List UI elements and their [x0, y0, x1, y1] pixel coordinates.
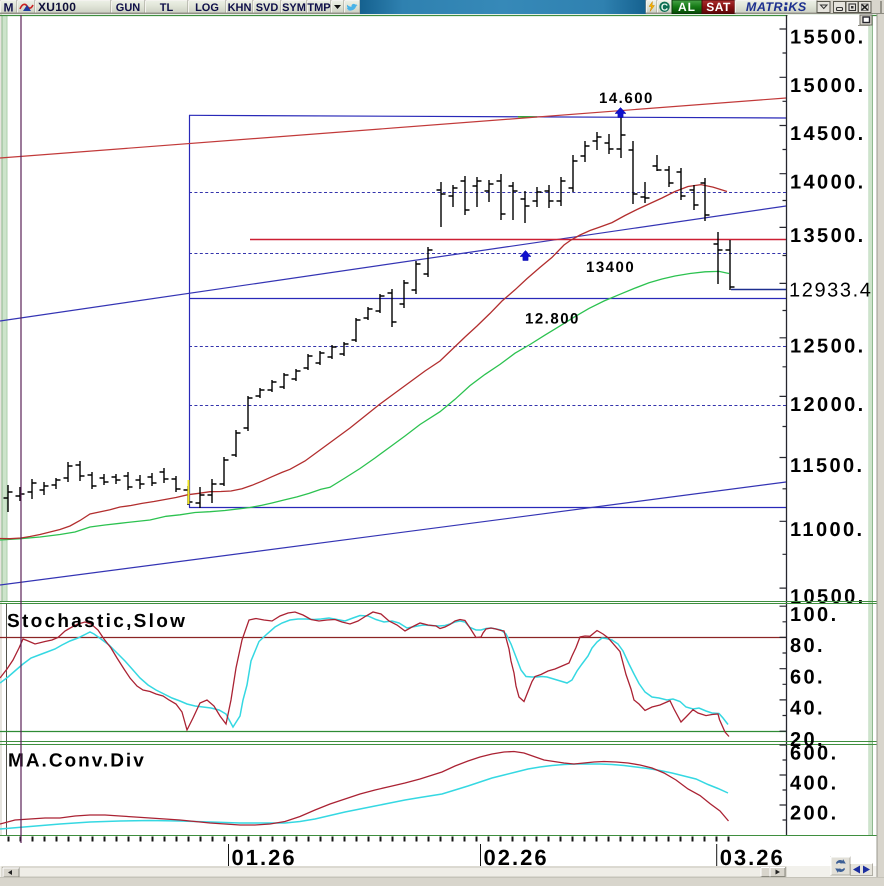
svg-text:KHN: KHN: [228, 2, 252, 14]
svg-text:KS: KS: [788, 0, 807, 14]
svg-text:600.: 600.: [790, 743, 839, 765]
svg-text:14000.: 14000.: [790, 171, 866, 193]
svg-text:11500.: 11500.: [790, 455, 864, 477]
svg-text:SYM: SYM: [282, 2, 306, 14]
svg-text:LOG: LOG: [195, 2, 219, 14]
svg-text:AL: AL: [678, 0, 696, 14]
svg-text:01.26: 01.26: [232, 845, 297, 870]
svg-text:20.: 20.: [790, 729, 825, 751]
svg-text:400.: 400.: [790, 773, 839, 795]
svg-text:02.26: 02.26: [484, 845, 549, 870]
svg-text:15000.: 15000.: [790, 75, 866, 97]
svg-text:10500.: 10500.: [790, 586, 866, 608]
svg-text:14500.: 14500.: [790, 123, 866, 145]
svg-text:GUN: GUN: [116, 2, 141, 14]
svg-text:M: M: [4, 1, 14, 15]
svg-text:C: C: [661, 3, 668, 14]
svg-text:40.: 40.: [790, 698, 825, 720]
svg-text:12000.: 12000.: [790, 394, 866, 416]
svg-text:Stochastic,Slow: Stochastic,Slow: [7, 611, 187, 632]
svg-text:13400: 13400: [586, 259, 635, 276]
svg-text:12933.4: 12933.4: [789, 280, 873, 302]
svg-text:12500.: 12500.: [790, 336, 866, 358]
svg-text:TL: TL: [160, 2, 174, 14]
svg-text:14.600: 14.600: [599, 90, 654, 107]
svg-text:60.: 60.: [790, 666, 825, 688]
svg-text:MATR: MATR: [746, 0, 783, 14]
svg-text:12.800: 12.800: [525, 311, 580, 328]
svg-text:MA.Conv.Div: MA.Conv.Div: [8, 751, 146, 772]
svg-text:200.: 200.: [790, 803, 839, 825]
svg-text:100.: 100.: [790, 604, 839, 626]
svg-text:TMP: TMP: [307, 2, 330, 14]
svg-text:11000.: 11000.: [790, 519, 864, 541]
svg-text:XU100: XU100: [38, 0, 76, 14]
svg-text:15500.: 15500.: [790, 27, 866, 49]
svg-text:SVD: SVD: [256, 2, 279, 14]
svg-text:03.26: 03.26: [720, 845, 785, 870]
svg-text:13500.: 13500.: [790, 225, 866, 247]
svg-text:80.: 80.: [790, 635, 825, 657]
svg-text:SAT: SAT: [706, 0, 731, 14]
